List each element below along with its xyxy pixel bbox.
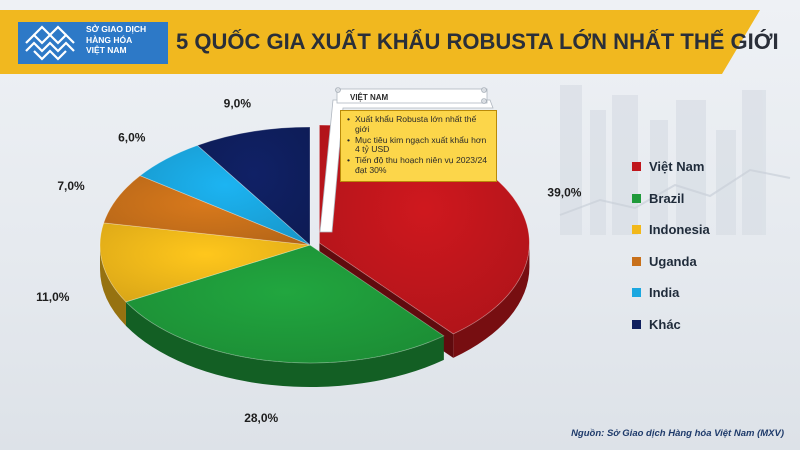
callout-bullet: Xuất khẩu Robusta lớn nhất thế giới [347, 114, 490, 135]
legend-label: India [649, 285, 680, 300]
legend-swatch [632, 319, 641, 329]
callout-bullet: Mục tiêu kim ngạch xuất khẩu hơn 4 tỷ US… [347, 135, 490, 156]
source-note: Nguồn: Sở Giao dịch Hàng hóa Việt Nam (M… [571, 428, 784, 439]
pie-label-2: 11,0% [36, 290, 70, 304]
legend-swatch [632, 162, 641, 171]
callout-pin-0 [335, 87, 341, 93]
callout-title: VIỆT NAM [350, 93, 389, 102]
logo-line: HÀNG HÓA [86, 34, 133, 45]
logo-line: SỞ GIAO DỊCH [86, 24, 147, 34]
pie-label-3: 7,0% [57, 179, 85, 193]
callout-pin-2 [481, 98, 487, 104]
callout-flag [336, 88, 488, 104]
pie-slice-1 [125, 244, 445, 364]
callout-pin-1 [481, 87, 487, 93]
pie-side-2 [100, 245, 126, 326]
legend-label: Việt Nam [649, 159, 705, 174]
pie-side-1 [125, 301, 444, 387]
pie-label-1: 28,0% [244, 411, 278, 425]
callout-pointer [319, 99, 494, 233]
legend-swatch [632, 193, 641, 203]
mxv-logo [18, 22, 168, 64]
legend-label: Khác [649, 316, 681, 332]
page-title: 5 QUỐC GIA XUẤT KHẨU ROBUSTA LỚN NHẤT TH… [176, 29, 779, 54]
legend-label: Indonesia [649, 222, 710, 237]
pie-slice-3 [103, 175, 311, 246]
pie-slice-2 [99, 222, 311, 303]
pie-slice-4 [139, 144, 311, 246]
callout-box: Xuất khẩu Robusta lớn nhất thế giới Mục … [340, 110, 497, 182]
pie-label-0: 39,0% [547, 186, 581, 200]
pie-side-0 [453, 242, 530, 358]
callout-list: Xuất khẩu Robusta lớn nhất thế giới Mục … [347, 114, 490, 176]
pie-label-5: 9,0% [224, 97, 252, 111]
legend-swatch [632, 288, 641, 297]
logo-text: SỞ GIAO DỊCH HÀNG HÓA VIỆT NAM [86, 24, 170, 56]
callout-bullet: Tiến độ thu hoạch niên vụ 2023/24 đạt 30… [347, 155, 490, 176]
legend-swatch [632, 225, 641, 234]
legend-label: Brazil [649, 190, 685, 206]
pie-label-4: 6,0% [118, 131, 146, 145]
logo-line: VIỆT NAM [86, 45, 127, 55]
legend-label: Uganda [649, 253, 697, 269]
legend-swatch [632, 256, 641, 266]
pie-slice-5 [196, 126, 311, 246]
